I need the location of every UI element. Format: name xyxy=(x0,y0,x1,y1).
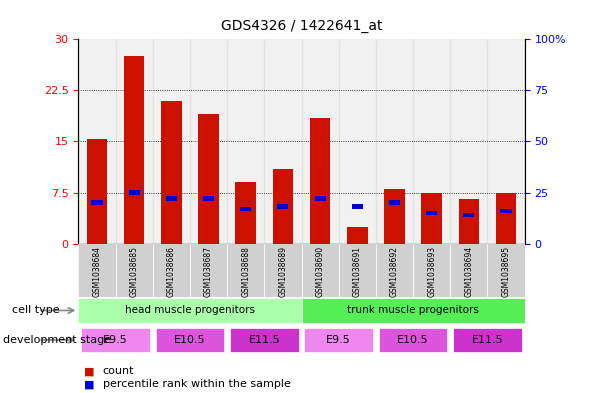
Bar xyxy=(487,39,525,244)
Bar xyxy=(463,213,475,217)
Text: GSM1038689: GSM1038689 xyxy=(279,246,288,298)
Bar xyxy=(198,114,219,244)
Text: E9.5: E9.5 xyxy=(326,335,351,345)
Bar xyxy=(264,39,302,244)
Text: GSM1038685: GSM1038685 xyxy=(130,246,139,298)
Text: E11.5: E11.5 xyxy=(248,335,280,345)
FancyBboxPatch shape xyxy=(190,244,227,297)
FancyBboxPatch shape xyxy=(302,244,339,297)
FancyBboxPatch shape xyxy=(264,244,302,297)
Text: head muscle progenitors: head muscle progenitors xyxy=(125,305,255,316)
FancyBboxPatch shape xyxy=(156,328,224,352)
Bar xyxy=(92,200,103,205)
Text: GSM1038691: GSM1038691 xyxy=(353,246,362,298)
Bar xyxy=(153,39,190,244)
Bar xyxy=(459,199,479,244)
Bar xyxy=(190,39,227,244)
Text: GSM1038688: GSM1038688 xyxy=(241,246,250,297)
FancyBboxPatch shape xyxy=(227,244,264,297)
Bar xyxy=(376,39,413,244)
Text: E9.5: E9.5 xyxy=(103,335,128,345)
Bar xyxy=(413,39,450,244)
FancyBboxPatch shape xyxy=(376,244,413,297)
Bar xyxy=(315,196,326,201)
Text: percentile rank within the sample: percentile rank within the sample xyxy=(103,379,291,389)
Bar xyxy=(227,39,264,244)
Bar xyxy=(500,209,511,213)
FancyBboxPatch shape xyxy=(116,244,153,297)
Bar xyxy=(339,39,376,244)
Bar xyxy=(87,140,107,244)
Text: count: count xyxy=(103,366,134,376)
Bar xyxy=(124,56,144,244)
FancyBboxPatch shape xyxy=(453,328,522,352)
Text: E11.5: E11.5 xyxy=(472,335,504,345)
Text: GSM1038695: GSM1038695 xyxy=(502,246,511,298)
Text: GSM1038694: GSM1038694 xyxy=(464,246,473,298)
Text: cell type: cell type xyxy=(12,305,60,316)
Text: GSM1038693: GSM1038693 xyxy=(427,246,436,298)
Bar xyxy=(426,211,437,215)
Text: E10.5: E10.5 xyxy=(174,335,206,345)
Bar xyxy=(277,204,288,209)
Text: trunk muscle progenitors: trunk muscle progenitors xyxy=(347,305,479,316)
Bar xyxy=(347,227,367,244)
Text: ■: ■ xyxy=(84,379,95,389)
Text: GSM1038686: GSM1038686 xyxy=(167,246,176,298)
Bar xyxy=(273,169,293,244)
Bar xyxy=(310,118,330,244)
Bar xyxy=(116,39,153,244)
Text: GSM1038687: GSM1038687 xyxy=(204,246,213,298)
Bar xyxy=(166,196,177,201)
FancyBboxPatch shape xyxy=(450,244,487,297)
FancyBboxPatch shape xyxy=(81,328,150,352)
Text: GSM1038692: GSM1038692 xyxy=(390,246,399,298)
Bar xyxy=(352,204,363,209)
Text: GSM1038690: GSM1038690 xyxy=(315,246,324,298)
Text: GDS4326 / 1422641_at: GDS4326 / 1422641_at xyxy=(221,18,382,33)
Text: development stage: development stage xyxy=(3,335,111,345)
Text: ■: ■ xyxy=(84,366,95,376)
Bar xyxy=(389,200,400,205)
FancyBboxPatch shape xyxy=(305,328,373,352)
Bar xyxy=(236,182,256,244)
Bar xyxy=(78,39,116,244)
FancyBboxPatch shape xyxy=(153,244,190,297)
FancyBboxPatch shape xyxy=(487,244,525,297)
Bar xyxy=(496,193,516,244)
FancyBboxPatch shape xyxy=(78,298,302,323)
FancyBboxPatch shape xyxy=(230,328,298,352)
Bar xyxy=(302,39,339,244)
Bar xyxy=(161,101,182,244)
Text: GSM1038684: GSM1038684 xyxy=(92,246,101,298)
FancyBboxPatch shape xyxy=(302,298,525,323)
Bar xyxy=(203,196,214,201)
Bar xyxy=(421,193,442,244)
Text: E10.5: E10.5 xyxy=(397,335,429,345)
Bar xyxy=(450,39,487,244)
Bar xyxy=(240,207,251,211)
FancyBboxPatch shape xyxy=(379,328,447,352)
Bar xyxy=(384,189,405,244)
FancyBboxPatch shape xyxy=(413,244,450,297)
Bar xyxy=(128,190,140,195)
FancyBboxPatch shape xyxy=(78,244,116,297)
FancyBboxPatch shape xyxy=(339,244,376,297)
